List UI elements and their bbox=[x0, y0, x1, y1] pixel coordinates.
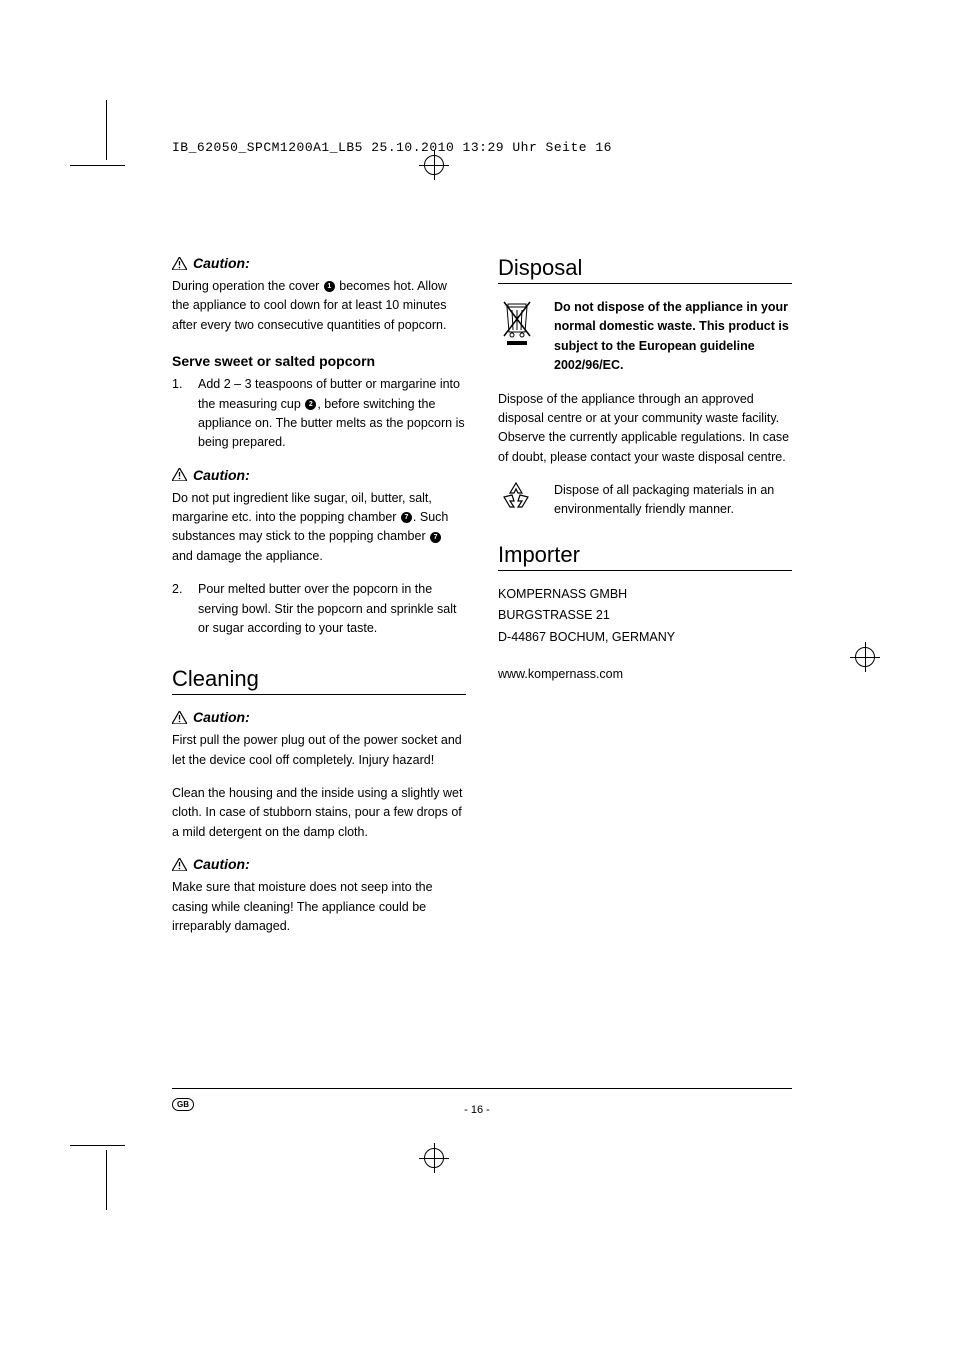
list-item: 1. Add 2 – 3 teaspoons of butter or marg… bbox=[172, 375, 466, 453]
recycle-notice: Dispose of all packaging materials in an… bbox=[498, 481, 792, 520]
caution-4-text: Make sure that moisture does not seep in… bbox=[172, 878, 466, 936]
importer-heading: Importer bbox=[498, 542, 792, 571]
caution-2-text: Do not put ingredient like sugar, oil, b… bbox=[172, 489, 466, 567]
step-number: 1. bbox=[172, 375, 198, 453]
disposal-paragraph: Dispose of the appliance through an appr… bbox=[498, 390, 792, 468]
caution-label: Caution: bbox=[193, 255, 250, 271]
two-column-layout: Caution: During operation the cover 1 be… bbox=[172, 255, 792, 942]
right-column: Disposal Do no bbox=[498, 255, 792, 942]
warning-triangle-icon bbox=[172, 711, 187, 724]
step-text: Pour melted butter over the popcorn in t… bbox=[198, 580, 466, 638]
step-number: 2. bbox=[172, 580, 198, 638]
caution-3-text: First pull the power plug out of the pow… bbox=[172, 731, 466, 770]
footer-divider bbox=[172, 1088, 792, 1089]
footer-page-number: - 16 - bbox=[0, 1104, 954, 1116]
recycle-icon bbox=[498, 481, 540, 520]
step-text: Add 2 – 3 teaspoons of butter or margari… bbox=[198, 375, 466, 453]
importer-line-2: BURGSTRASSE 21 bbox=[498, 606, 792, 625]
list-item: 2. Pour melted butter over the popcorn i… bbox=[172, 580, 466, 638]
caution-heading-4: Caution: bbox=[172, 856, 466, 872]
ref-7-icon: 7 bbox=[430, 532, 441, 543]
caution-label: Caution: bbox=[193, 856, 250, 872]
caution-heading-1: Caution: bbox=[172, 255, 466, 271]
caution-label: Caution: bbox=[193, 467, 250, 483]
disposal-heading: Disposal bbox=[498, 255, 792, 284]
ref-2-icon: 2 bbox=[305, 399, 316, 410]
serve-heading: Serve sweet or salted popcorn bbox=[172, 353, 466, 369]
warning-triangle-icon bbox=[172, 858, 187, 871]
caution-heading-3: Caution: bbox=[172, 709, 466, 725]
importer-line-3: D-44867 BOCHUM, GERMANY bbox=[498, 628, 792, 647]
cleaning-heading: Cleaning bbox=[172, 666, 466, 695]
warning-triangle-icon bbox=[172, 257, 187, 270]
page-content: IB_62050_SPCM1200A1_LB5 25.10.2010 13:29… bbox=[172, 140, 792, 942]
serve-steps: 1. Add 2 – 3 teaspoons of butter or marg… bbox=[172, 375, 466, 453]
ref-1-icon: 1 bbox=[324, 281, 335, 292]
caution-1-text: During operation the cover 1 becomes hot… bbox=[172, 277, 466, 335]
caution-heading-2: Caution: bbox=[172, 467, 466, 483]
left-column: Caution: During operation the cover 1 be… bbox=[172, 255, 466, 942]
disposal-bold-text: Do not dispose of the appliance in your … bbox=[554, 298, 792, 376]
disposal-notice: Do not dispose of the appliance in your … bbox=[498, 298, 792, 376]
recycle-text: Dispose of all packaging materials in an… bbox=[554, 481, 792, 520]
importer-url: www.kompernass.com bbox=[498, 665, 792, 684]
print-header: IB_62050_SPCM1200A1_LB5 25.10.2010 13:29… bbox=[172, 140, 792, 155]
ref-7-icon: 7 bbox=[401, 512, 412, 523]
warning-triangle-icon bbox=[172, 468, 187, 481]
cleaning-paragraph: Clean the housing and the inside using a… bbox=[172, 784, 466, 842]
caution-label: Caution: bbox=[193, 709, 250, 725]
importer-line-1: KOMPERNASS GMBH bbox=[498, 585, 792, 604]
serve-steps-2: 2. Pour melted butter over the popcorn i… bbox=[172, 580, 466, 638]
weee-bin-icon bbox=[498, 298, 540, 376]
